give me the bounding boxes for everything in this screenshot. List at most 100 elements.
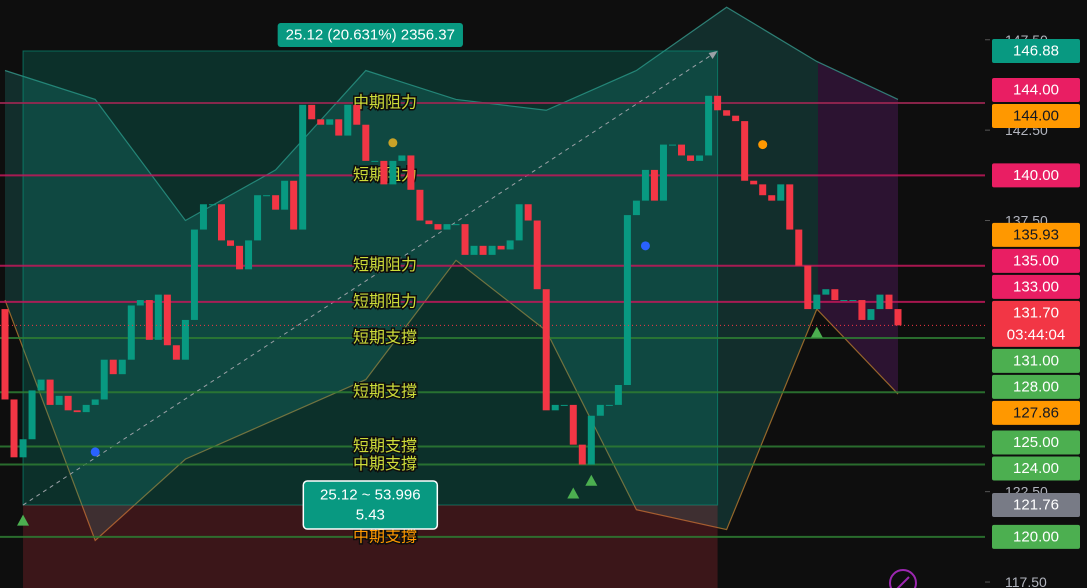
candle-body: [163, 294, 171, 346]
candle-body: [64, 395, 72, 411]
price-label-box: [992, 493, 1080, 518]
candle-body: [109, 359, 117, 375]
candle-body: [542, 289, 550, 411]
candle-body: [127, 305, 135, 360]
candles-layer: [1, 95, 902, 465]
candle-body: [55, 395, 63, 405]
candle-body: [136, 300, 144, 306]
price-label-box: [992, 248, 1080, 273]
labels-layer: 25.12 (20.631%) 2356.37 25.12 ~ 53.996 5.4…: [277, 22, 463, 530]
y-tick-label: 117.50: [1005, 574, 1047, 588]
candle-body: [795, 229, 803, 266]
candle-body: [308, 104, 316, 120]
candle-body: [37, 379, 45, 391]
band-upper: [4, 6, 899, 222]
candle-body: [46, 379, 54, 405]
candle-body: [696, 155, 704, 161]
replay-icon[interactable]: [889, 569, 917, 588]
price-label-box: [992, 300, 1080, 347]
candle-body: [28, 390, 36, 440]
price-label-box: [992, 524, 1080, 549]
level-label: 短期阻力: [353, 292, 417, 310]
candle-body: [245, 240, 253, 270]
candle-body: [145, 300, 153, 340]
candle-body: [208, 204, 216, 206]
candle-body: [894, 309, 902, 326]
candle-body: [181, 319, 189, 360]
candle-body: [515, 204, 523, 241]
level-label: 短期支撐: [353, 329, 417, 347]
measure-range-box: [302, 480, 439, 530]
price-label: 140.00: [1013, 167, 1059, 184]
signal-dot: [90, 447, 100, 457]
candle-body: [371, 160, 379, 162]
candle-body: [650, 169, 658, 201]
price-label-box: [992, 163, 1080, 188]
measure-diagonal: [22, 50, 718, 506]
candle-body: [190, 229, 198, 320]
price-label: 135.00: [1013, 252, 1059, 269]
candle-body: [750, 180, 758, 185]
candle-body: [317, 119, 325, 125]
candle-body: [822, 289, 830, 295]
candle-body: [614, 385, 622, 405]
candle-body: [10, 399, 18, 458]
candle-body: [73, 410, 81, 413]
band-fill: [5, 7, 818, 541]
price-label: 125.00: [1013, 434, 1059, 451]
candle-body: [524, 204, 532, 221]
price-label: 131.00: [1013, 352, 1059, 369]
candle-body: [786, 184, 794, 230]
price-label: 124.00: [1013, 460, 1059, 477]
candle-body: [885, 294, 893, 310]
candle-body: [236, 245, 244, 270]
candle-body: [1, 309, 9, 400]
candle-body: [407, 155, 415, 190]
candle-body: [290, 180, 298, 230]
candle-body: [569, 404, 577, 445]
price-label: 135.93: [1013, 226, 1059, 243]
candle-body: [263, 195, 271, 197]
candle-body: [768, 195, 776, 201]
candle-body: [632, 200, 640, 216]
level-label: 中期阻力: [353, 94, 417, 112]
level-label: 中期支撐: [353, 527, 417, 545]
candle-body: [344, 104, 352, 136]
price-label: 146.88: [1013, 42, 1059, 59]
candle-body: [227, 240, 235, 246]
candle-body: [172, 345, 180, 360]
candle-body: [416, 189, 424, 221]
price-label-box: [992, 274, 1080, 299]
price-label: 131.70: [1013, 304, 1059, 321]
candle-body: [479, 245, 487, 255]
candle-body: [840, 300, 848, 302]
candle-body: [452, 224, 460, 226]
price-label-box: [992, 374, 1080, 399]
measure-bars-label: 5.43: [356, 507, 385, 524]
signal-dot: [758, 140, 768, 150]
price-label-box: [992, 348, 1080, 373]
candle-body: [199, 204, 207, 230]
candle-body: [659, 144, 667, 201]
signal-triangle: [585, 474, 598, 486]
candle-body: [714, 95, 722, 111]
candle-body: [118, 359, 126, 375]
price-label: 128.00: [1013, 378, 1059, 395]
candle-body: [705, 95, 713, 156]
candle-body: [831, 289, 839, 301]
candle-body: [723, 110, 731, 116]
candle-body: [380, 160, 388, 185]
candle-body: [560, 404, 568, 406]
candle-body: [876, 294, 884, 310]
candle-body: [759, 184, 767, 196]
candle-body: [398, 155, 406, 161]
measure-label-box: [277, 22, 463, 47]
candle-body: [867, 309, 875, 320]
price-label-box: [992, 400, 1080, 425]
band-layer: [4, 6, 899, 542]
candle-body: [443, 224, 451, 230]
candle-body: [353, 104, 361, 125]
price-label: 144.00: [1013, 82, 1059, 99]
